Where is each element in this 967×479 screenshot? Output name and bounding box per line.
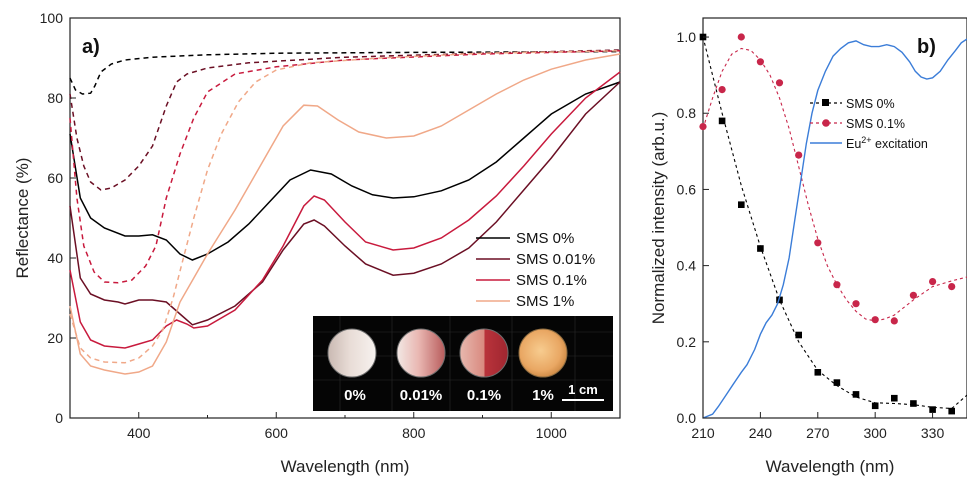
b-ytick-label: 0.0: [677, 410, 697, 426]
panel-a-ticks: 400 600 800 1000 0 20 40 60 80 100: [40, 10, 621, 441]
series-sms-0-point: [929, 406, 936, 413]
panel-a-xlabel: Wavelength (nm): [281, 457, 410, 476]
a-ytick-label: 20: [47, 330, 63, 346]
panel-b-xlabel: Wavelength (nm): [766, 457, 895, 476]
series-sms-0-1-point: [871, 316, 879, 324]
series-sms-0-1-point: [929, 278, 937, 286]
a-ytick-label: 0: [55, 410, 63, 426]
b-ytick-label: 0.6: [677, 181, 697, 197]
panel-b-frame: [702, 17, 967, 419]
panel-b-series: [699, 33, 967, 419]
panel-b-ylabel: Normalized intensity (arb.u.): [649, 112, 668, 325]
series-sms-1-dashed-line: [69, 50, 621, 364]
series-sms-0-1-point: [699, 123, 707, 131]
sample-disk-0: [327, 328, 377, 378]
panel-a-reflectance-chart: 400 600 800 1000 0 20 40 60 80 100 a) Wavelength …: [13, 10, 621, 476]
series-sms-0-point: [757, 245, 764, 252]
inset-label-0: 0%: [344, 387, 366, 404]
b-xtick-label: 300: [863, 425, 887, 441]
series-sms-0-solid-line: [69, 81, 621, 261]
panel-a-ylabel: Reflectance (%): [13, 158, 32, 279]
series-sms-0-1-dashed-line: [69, 50, 621, 284]
legend-label-sms-0: SMS 0%: [516, 230, 574, 247]
legend-label-sms-0-01: SMS 0.01%: [516, 251, 595, 268]
series-sms-0-1-point: [852, 300, 860, 308]
series-sms-0-point: [910, 400, 917, 407]
panel-a-label: a): [82, 36, 100, 58]
a-ytick-label: 80: [47, 90, 63, 106]
a-xtick-label: 1000: [536, 425, 567, 441]
series-sms-0-1-point: [795, 151, 803, 159]
sample-disk-0-01: [396, 328, 446, 378]
a-xtick-label: 800: [402, 425, 426, 441]
legend-label-sms-1: SMS 1%: [516, 293, 574, 310]
b-ytick-label: 0.8: [677, 105, 697, 121]
a-ytick-label: 60: [47, 170, 63, 186]
series-sms-0-point: [814, 369, 822, 376]
b-ytick-label: 0.2: [677, 334, 697, 350]
series-sms-0-1-point: [775, 79, 784, 87]
b-xtick-label: 210: [691, 425, 715, 441]
legend-label-b-eu: Eu2+ excitation: [846, 135, 928, 151]
series-sms-0-1-fit-line: [702, 47, 967, 322]
inset-label-1: 1%: [532, 387, 554, 404]
sample-disk-0-1: [459, 328, 509, 378]
series-sms-0-1-point: [814, 239, 822, 247]
series-sms-0-point: [871, 402, 879, 410]
panel-a-legend: SMS 0% SMS 0.01% SMS 0.1% SMS 1%: [476, 230, 595, 310]
panel-a-series-lines: [69, 49, 621, 375]
series-sms-0-1-point: [718, 86, 726, 94]
series-sms-0-fit-line: [702, 36, 967, 410]
series-sms-0-01-dashed-line: [69, 49, 621, 191]
series-sms-0-dashed-line: [69, 50, 621, 95]
a-xtick-label: 400: [127, 425, 151, 441]
series-sms-0-1-point: [909, 291, 918, 299]
a-ytick-label: 40: [47, 250, 63, 266]
b-xtick-label: 240: [749, 425, 773, 441]
series-sms-0-1-point: [948, 283, 956, 291]
series-sms-0-point: [833, 379, 841, 386]
series-sms-0-1-solid-line: [69, 71, 621, 349]
series-sms-0-point: [852, 391, 860, 398]
inset-label-0-1: 0.1%: [467, 387, 501, 404]
panel-b-label: b): [917, 36, 936, 58]
inset-label-0-01: 0.01%: [400, 387, 443, 404]
legend-label-b-sms-0-1: SMS 0.1%: [846, 117, 905, 131]
b-ytick-label: 1.0: [677, 29, 697, 45]
series-sms-0-point: [738, 201, 745, 208]
series-sms-0-point: [891, 394, 898, 402]
series-sms-0-1-point: [737, 33, 745, 41]
a-ytick-label: 100: [40, 10, 64, 26]
panel-b-legend: SMS 0% SMS 0.1% Eu2+ excitation: [810, 97, 928, 151]
b-xtick-label: 330: [921, 425, 945, 441]
sample-disk-1: [518, 328, 568, 378]
series-sms-0-1-point: [833, 281, 841, 289]
legend-marker-b-sms-0-1: [822, 119, 830, 127]
inset-scale-label: 1 cm: [568, 382, 598, 397]
panel-b-excitation-chart: 210 240 270 300 330 0.0 0.2 0.4 0.6 0.8 1.0 b) Wav…: [649, 17, 967, 476]
series-sms-0-01-solid-line: [69, 81, 621, 326]
legend-label-b-sms-0: SMS 0%: [846, 97, 895, 111]
series-sms-0-point: [776, 296, 783, 304]
b-xtick-label: 270: [806, 425, 830, 441]
series-eu2-excitation-line: [702, 38, 967, 419]
series-sms-0-point: [948, 407, 955, 415]
a-xtick-label: 600: [265, 425, 289, 441]
panel-b-ticks: 210 240 270 300 330 0.0 0.2 0.4 0.6 0.8 1.0: [677, 29, 945, 441]
series-sms-0-1-point: [756, 58, 765, 66]
legend-marker-b-sms-0: [822, 99, 829, 106]
series-sms-1-solid-line: [69, 53, 621, 375]
series-sms-0-point: [795, 331, 802, 339]
series-sms-0-1-point: [890, 317, 898, 325]
legend-label-sms-0-1: SMS 0.1%: [516, 272, 587, 289]
series-sms-0-point: [718, 117, 726, 125]
b-ytick-label: 0.4: [677, 258, 697, 274]
sample-photo-inset: 0% 0.01% 0.1% 1% 1 cm: [313, 316, 613, 411]
